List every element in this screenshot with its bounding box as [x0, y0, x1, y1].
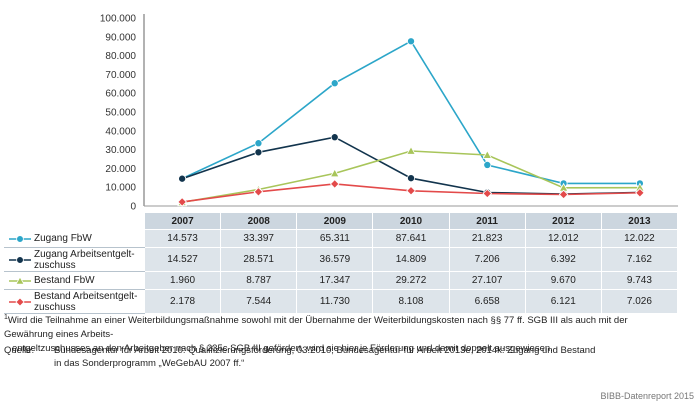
- table-header-year: 2007: [143, 212, 222, 230]
- legend-cell: Bestand FbW: [4, 271, 145, 290]
- legend-swatch-diamond: [9, 296, 31, 307]
- table-header-year: 2009: [296, 212, 374, 230]
- data-point-s1-2010: [407, 37, 415, 46]
- data-label-s1-2008: 33.397: [220, 229, 298, 248]
- data-label-s4-2007: 2.178: [143, 289, 222, 314]
- data-label-s3-2010: 29.272: [372, 271, 450, 290]
- y-tick-label: 90.000: [105, 32, 136, 43]
- source-label: Quelle:: [4, 345, 35, 356]
- data-point-s2-2008: [254, 148, 263, 157]
- footnote-mark: 1: [4, 314, 8, 321]
- credit: BIBB-Datenreport 2015: [600, 391, 694, 401]
- y-tick-label: 70.000: [105, 70, 136, 81]
- data-point-s4-2009: [329, 179, 340, 189]
- data-label-s3-2009: 17.347: [296, 271, 374, 290]
- chart-markers: [177, 37, 645, 207]
- legend-cell: Zugang FbW: [4, 229, 145, 248]
- legend-label: Bestand Arbeitsentgelt- zuschuss: [34, 290, 138, 313]
- footnote: 1Wird die Teilnahme an einer Weiterbildu…: [4, 311, 678, 356]
- table-header-year: 2010: [372, 212, 450, 230]
- data-point-s4-2008: [253, 187, 264, 197]
- legend-label: Zugang FbW: [34, 233, 92, 244]
- y-tick-label: 30.000: [105, 145, 136, 156]
- table-row: Bestand FbW 1.960 8.787 17.347 29.272 27.107 9…: [4, 271, 679, 290]
- y-tick-label: 0: [130, 202, 136, 213]
- table-body: Zugang FbW 14.573 33.397 65.311 87.641 21.823…: [4, 229, 679, 314]
- legend-swatch-circle: [9, 234, 31, 243]
- table-row: Bestand Arbeitsentgelt- zuschuss 2.178 7.5…: [4, 289, 679, 314]
- series-line-2: [181, 136, 640, 195]
- data-point-s2-2007: [178, 174, 187, 183]
- table-header-year: 2011: [448, 212, 526, 230]
- table-header-year: 2013: [600, 212, 679, 230]
- data-label-s1-2011: 21.823: [448, 229, 526, 248]
- footnote-line1: Wird die Teilnahme an einer Weiterbildun…: [4, 315, 628, 341]
- data-point-s1-2011: [483, 161, 492, 169]
- y-tick-label: 20.000: [105, 164, 136, 175]
- data-point-s3-2009: [329, 168, 340, 178]
- data-label-s3-2008: 8.787: [220, 271, 298, 290]
- data-label-s2-2007: 14.527: [143, 247, 222, 272]
- data-label-s2-2012: 6.392: [524, 247, 602, 272]
- data-point-s4-2013: [635, 188, 645, 198]
- data-point-s2-2010: [407, 174, 415, 183]
- table-header-year: 2012: [524, 212, 602, 230]
- table-row: Zugang FbW 14.573 33.397 65.311 87.641 21.823…: [4, 229, 679, 248]
- source-line1: Bundesagentur für Arbeit 2010: Qualifizi…: [54, 345, 596, 356]
- data-label-s3-2011: 27.107: [448, 271, 526, 290]
- line-chart: 0 10.000 20.000 30.000 40.000 50.000 60.000 70.…: [100, 14, 679, 213]
- data-point-s1-2008: [254, 139, 263, 148]
- table-header-row: 2007 2008 2009 2010 2011 2012 2013: [4, 212, 679, 230]
- series-line-1: [181, 40, 640, 185]
- y-tick-label: 40.000: [105, 126, 136, 137]
- data-label-s4-2008: 7.544: [220, 289, 298, 314]
- legend-cell: Zugang Arbeitsentgelt- zuschuss: [4, 247, 145, 272]
- legend-swatch-circle: [9, 255, 31, 264]
- data-label-s2-2013: 7.162: [600, 247, 679, 272]
- table-corner: [4, 212, 145, 230]
- data-label-s1-2012: 12.012: [524, 229, 602, 248]
- data-point-s3-2011: [482, 150, 493, 159]
- data-label-s1-2009: 65.311: [296, 229, 374, 248]
- data-label-s2-2008: 28.571: [220, 247, 298, 272]
- data-point-s4-2011: [482, 188, 493, 199]
- data-point-s4-2007: [177, 197, 187, 207]
- legend-label: Bestand FbW: [34, 275, 95, 286]
- legend-cell: Bestand Arbeitsentgelt- zuschuss: [4, 289, 145, 314]
- y-tick-label: 50.000: [105, 108, 136, 119]
- data-label-s1-2013: 12.022: [600, 229, 679, 248]
- data-point-s2-2009: [330, 133, 339, 142]
- data-label-s1-2007: 14.573: [143, 229, 222, 248]
- data-label-s4-2013: 7.026: [600, 289, 679, 314]
- y-tick-label: 100.000: [100, 14, 137, 25]
- data-label-s4-2010: 8.108: [372, 289, 450, 314]
- source-note: Quelle: Bundesagentur für Arbeit 2010: Q…: [4, 344, 678, 370]
- table-row: Zugang Arbeitsentgelt- zuschuss 14.527 28.…: [4, 247, 679, 272]
- data-label-s1-2010: 87.641: [372, 229, 450, 248]
- data-label-s3-2007: 1.960: [143, 271, 222, 290]
- data-label-s3-2012: 9.670: [524, 271, 602, 290]
- y-tick-label: 10.000: [105, 183, 136, 194]
- data-point-s3-2010: [406, 145, 416, 155]
- table-header-year: 2008: [220, 212, 298, 230]
- data-label-s4-2012: 6.121: [524, 289, 602, 314]
- data-label-s4-2009: 11.730: [296, 289, 374, 314]
- legend-swatch-triangle: [9, 275, 31, 285]
- y-axis: 0 10.000 20.000 30.000 40.000 50.000 60.000 70.…: [100, 14, 679, 213]
- data-label-s2-2009: 36.579: [296, 247, 374, 272]
- data-label-s2-2010: 14.809: [372, 247, 450, 272]
- data-label-s4-2011: 6.658: [448, 289, 526, 314]
- legend-label: Zugang Arbeitsentgelt- zuschuss: [34, 248, 135, 271]
- y-tick-label: 80.000: [105, 51, 136, 62]
- data-label-s3-2013: 9.743: [600, 271, 679, 290]
- data-point-s1-2009: [330, 79, 339, 88]
- data-table: 2007 2008 2009 2010 2011 2012 2013 Zugang FbW 1…: [4, 212, 679, 314]
- data-point-s4-2012: [558, 189, 569, 200]
- footnote-line2: entgeltzuschusses an den Arbeitgeber nac…: [12, 343, 553, 355]
- source-line2: in das Sonderprogramm „WeGebAU 2007 ff.“: [54, 358, 245, 369]
- y-tick-label: 60.000: [105, 89, 136, 100]
- data-label-s2-2011: 7.206: [448, 247, 526, 272]
- data-point-s4-2010: [406, 185, 416, 196]
